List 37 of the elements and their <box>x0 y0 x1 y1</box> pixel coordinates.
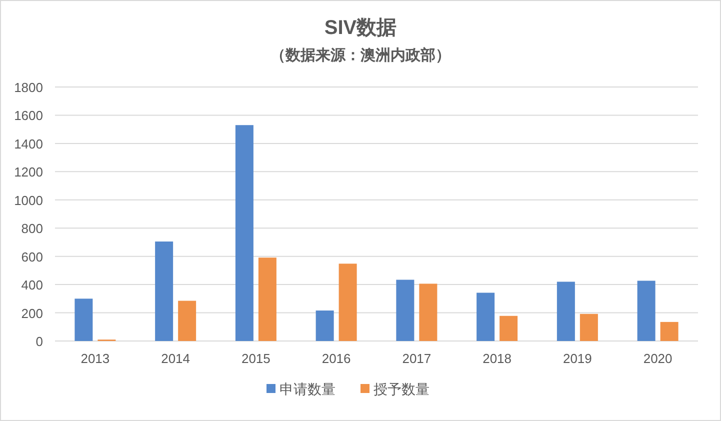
y-tick-label: 800 <box>21 221 43 236</box>
y-tick-label: 1800 <box>14 80 43 95</box>
bar <box>500 316 518 341</box>
legend-label: 授予数量 <box>374 381 430 397</box>
y-tick-label: 1600 <box>14 108 43 124</box>
y-tick-label: 1400 <box>14 136 43 152</box>
x-tick-label: 2017 <box>402 351 432 366</box>
bar <box>258 258 276 341</box>
x-tick-label: 2013 <box>80 351 110 366</box>
y-tick-label: 1000 <box>14 192 43 208</box>
chart-subtitle: （数据来源：澳洲内政部） <box>270 46 450 64</box>
legend-label: 申请数量 <box>280 381 336 397</box>
bar <box>396 280 414 341</box>
bar <box>660 322 678 341</box>
y-tick-label: 0 <box>36 334 43 349</box>
x-tick-label: 2016 <box>322 351 351 366</box>
x-tick-label: 2019 <box>562 351 592 366</box>
bar <box>316 310 334 341</box>
chart-title: SIV数据 <box>324 17 397 39</box>
y-tick-label: 1200 <box>14 164 43 180</box>
x-tick-label: 2018 <box>482 351 512 366</box>
y-tick-label: 600 <box>21 249 43 264</box>
bar <box>580 314 598 341</box>
bar <box>235 125 254 341</box>
bar <box>637 280 656 341</box>
bar <box>155 242 174 341</box>
x-tick-label: 2014 <box>161 351 190 366</box>
bar <box>178 300 196 341</box>
bar <box>419 284 438 341</box>
x-tick-label: 2015 <box>241 351 270 366</box>
y-tick-label: 200 <box>21 306 43 321</box>
y-tick-label: 400 <box>21 278 43 293</box>
x-tick-label: 2020 <box>643 351 672 366</box>
bar <box>556 282 575 341</box>
bar <box>476 292 495 341</box>
bar <box>74 298 93 341</box>
bar <box>338 264 357 341</box>
